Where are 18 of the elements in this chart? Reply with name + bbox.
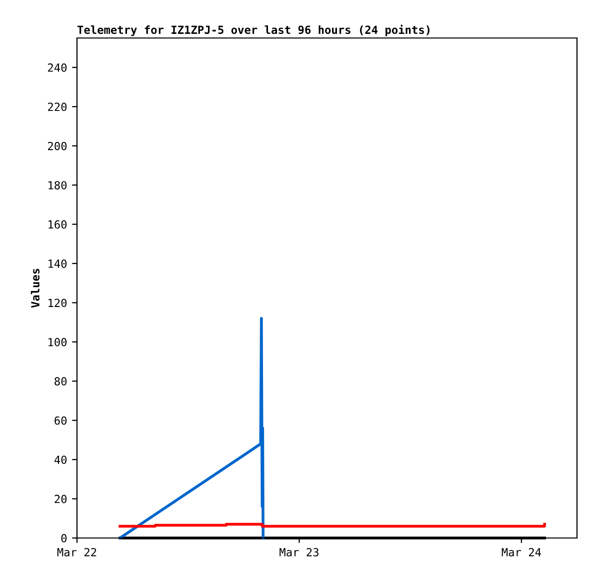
y-tick-label: 40 — [54, 456, 67, 464]
y-tick-label: 100 — [48, 338, 67, 346]
y-tick-label: 220 — [48, 102, 67, 112]
y-tick-label: 60 — [54, 416, 67, 425]
y-tick-label: 80 — [54, 377, 67, 386]
y-tick-label: 180 — [48, 181, 67, 190]
y-tick-label: 20 — [54, 494, 67, 504]
y-axis-title: Values — [30, 268, 40, 308]
chart-title: Telemetry for IZ1ZPJ-5 over last 96 hours (24 points) — [77, 24, 430, 36]
y-tick-label: 140 — [48, 259, 67, 268]
x-tick-label: Mar 22 — [57, 548, 96, 556]
y-tick-label: 240 — [48, 63, 67, 72]
y-tick-label: 120 — [48, 298, 67, 308]
y-tick-label: 160 — [48, 220, 67, 229]
x-tick-label: Mar 24 — [502, 548, 541, 556]
y-tick-label: 0 — [61, 534, 67, 542]
y-tick-label: 200 — [48, 142, 67, 150]
x-tick-label: Mar 23 — [280, 548, 318, 556]
